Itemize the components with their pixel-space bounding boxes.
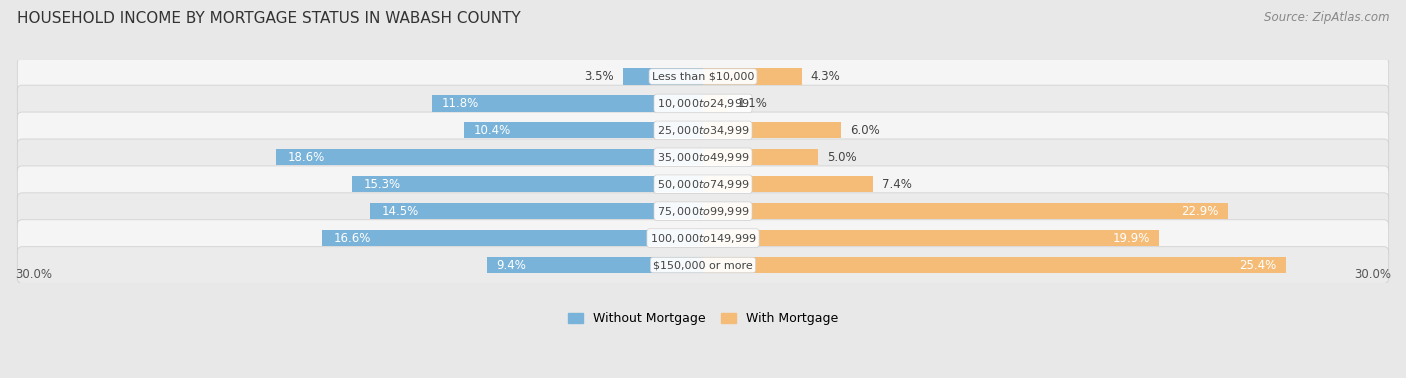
Text: $25,000 to $34,999: $25,000 to $34,999	[657, 124, 749, 137]
Text: 14.5%: 14.5%	[382, 204, 419, 218]
Bar	[464, 122, 703, 138]
Text: 4.3%: 4.3%	[811, 70, 841, 83]
FancyBboxPatch shape	[17, 220, 1389, 256]
Text: 7.4%: 7.4%	[882, 178, 911, 191]
Bar	[703, 176, 873, 192]
Text: $75,000 to $99,999: $75,000 to $99,999	[657, 204, 749, 218]
Text: 11.8%: 11.8%	[441, 97, 479, 110]
Text: 6.0%: 6.0%	[849, 124, 880, 137]
Text: 19.9%: 19.9%	[1112, 232, 1150, 245]
Text: 22.9%: 22.9%	[1181, 204, 1219, 218]
Text: $35,000 to $49,999: $35,000 to $49,999	[657, 151, 749, 164]
Bar	[703, 203, 1229, 219]
Bar	[703, 122, 841, 138]
FancyBboxPatch shape	[17, 139, 1389, 176]
Text: HOUSEHOLD INCOME BY MORTGAGE STATUS IN WABASH COUNTY: HOUSEHOLD INCOME BY MORTGAGE STATUS IN W…	[17, 11, 520, 26]
Text: 15.3%: 15.3%	[364, 178, 401, 191]
Bar	[352, 176, 703, 192]
Text: 30.0%: 30.0%	[1354, 268, 1391, 280]
Text: 18.6%: 18.6%	[288, 151, 325, 164]
Bar	[703, 68, 801, 85]
Text: Source: ZipAtlas.com: Source: ZipAtlas.com	[1264, 11, 1389, 24]
Bar	[322, 230, 703, 246]
Bar	[703, 257, 1285, 273]
Legend: Without Mortgage, With Mortgage: Without Mortgage, With Mortgage	[568, 312, 838, 325]
Text: Less than $10,000: Less than $10,000	[652, 71, 754, 82]
Text: $10,000 to $24,999: $10,000 to $24,999	[657, 97, 749, 110]
Text: 25.4%: 25.4%	[1239, 259, 1277, 271]
Text: 16.6%: 16.6%	[333, 232, 371, 245]
Text: 10.4%: 10.4%	[474, 124, 510, 137]
Text: $150,000 or more: $150,000 or more	[654, 260, 752, 270]
Text: 30.0%: 30.0%	[15, 268, 52, 280]
FancyBboxPatch shape	[17, 85, 1389, 122]
Text: 3.5%: 3.5%	[583, 70, 613, 83]
Text: $50,000 to $74,999: $50,000 to $74,999	[657, 178, 749, 191]
FancyBboxPatch shape	[17, 193, 1389, 229]
Bar	[623, 68, 703, 85]
Text: 5.0%: 5.0%	[827, 151, 856, 164]
Bar	[703, 230, 1160, 246]
FancyBboxPatch shape	[17, 166, 1389, 203]
FancyBboxPatch shape	[17, 247, 1389, 284]
Bar	[277, 149, 703, 166]
Bar	[488, 257, 703, 273]
Bar	[703, 149, 818, 166]
Text: $100,000 to $149,999: $100,000 to $149,999	[650, 232, 756, 245]
Bar	[703, 95, 728, 112]
FancyBboxPatch shape	[17, 112, 1389, 149]
Text: 9.4%: 9.4%	[496, 259, 526, 271]
FancyBboxPatch shape	[17, 58, 1389, 95]
Bar	[370, 203, 703, 219]
Bar	[433, 95, 703, 112]
Text: 1.1%: 1.1%	[737, 97, 768, 110]
